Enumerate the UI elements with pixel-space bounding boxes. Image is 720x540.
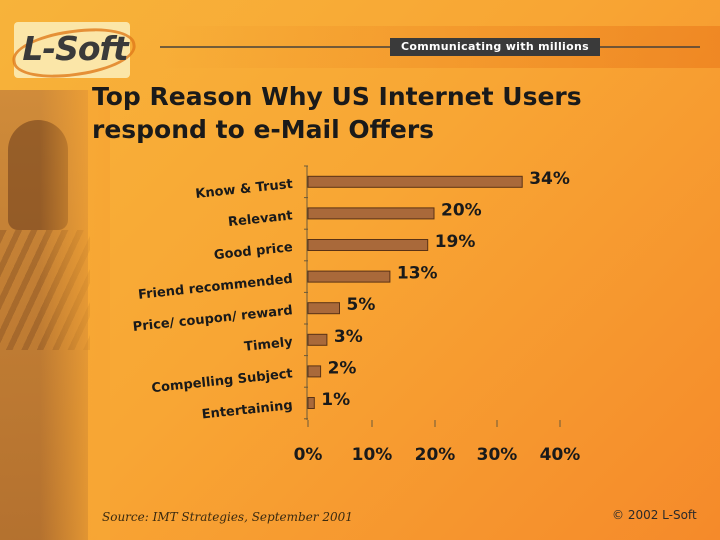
category-label: Know & Trust [195,177,294,202]
logo-background [14,22,130,78]
category-label: Relevant [227,208,293,230]
company-logo: L-Soft [22,29,128,68]
category-label: Entertaining [201,398,293,422]
data-label: 19% [435,232,476,252]
bar [307,270,391,283]
bar [307,302,340,315]
data-label: 20% [441,200,482,220]
x-tick-label: 10% [352,445,393,465]
x-tick-label: 40% [540,445,581,465]
copyright-notice: © 2002 L-Soft [612,508,697,522]
data-label: 34% [529,169,570,189]
category-label: Timely [243,335,293,355]
data-label: 2% [328,358,357,378]
source-citation: Source: IMT Strategies, September 2001 [102,510,353,524]
data-label: 13% [397,264,438,284]
bar [307,175,523,188]
bar [307,239,429,251]
data-label: 5% [347,295,376,315]
slide-title: Top Reason Why US Internet Users respond… [92,82,582,144]
category-label: Friend recommended [137,272,293,303]
bar [307,333,328,346]
data-label: 1% [321,390,350,410]
header-tagline: Communicating with millions [390,38,600,56]
x-tick-label: 30% [477,445,518,465]
photo-fade [40,90,110,540]
bar [307,207,435,220]
category-label: Good price [213,240,293,263]
bar [307,397,315,409]
x-tick-label: 20% [415,445,456,465]
data-label: 3% [334,327,363,347]
category-label: Compelling Subject [151,366,294,396]
x-tick-label: 0% [294,445,323,465]
category-label: Price/ coupon/ reward [132,303,293,335]
bar [307,365,322,378]
